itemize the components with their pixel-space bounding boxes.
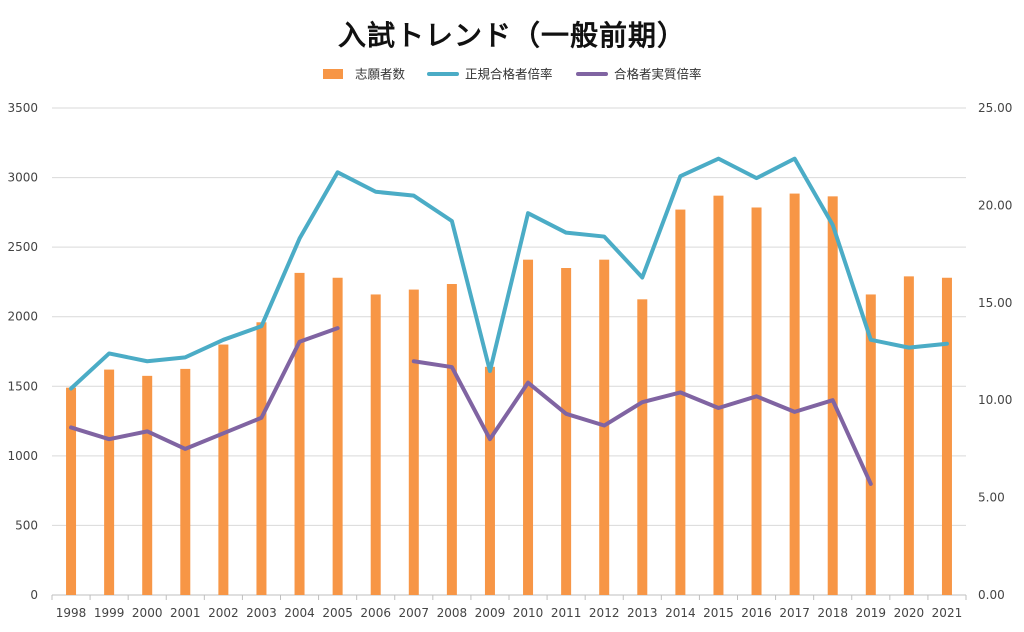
y-left-tick-label: 2000 — [7, 310, 38, 324]
bar — [561, 268, 572, 595]
y-right-tick-label: 10.00 — [978, 393, 1012, 407]
x-tick-label: 2007 — [399, 606, 430, 620]
x-tick-label: 2021 — [932, 606, 963, 620]
x-tick-label: 2010 — [513, 606, 544, 620]
bar — [218, 344, 229, 595]
x-tick-label: 2020 — [894, 606, 925, 620]
series-line — [69, 156, 949, 391]
x-tick-label: 2017 — [779, 606, 810, 620]
y-left-axis: 0 500 1000 1500 2000 2500 3000 3500 — [7, 101, 38, 602]
line-series-2 — [69, 326, 873, 486]
legend-label: 正規合格者倍率 — [465, 67, 553, 82]
y-left-tick-label: 1000 — [7, 449, 38, 463]
bar — [523, 259, 534, 595]
chart-title: 入試トレンド（一般前期） — [337, 19, 686, 52]
x-tick-label: 2006 — [360, 606, 391, 620]
bar — [408, 289, 419, 595]
x-tick-label: 2018 — [817, 606, 848, 620]
x-tick-label: 1998 — [56, 606, 87, 620]
x-tick-label: 2000 — [132, 606, 163, 620]
y-left-tick-label: 3500 — [7, 101, 38, 115]
x-tick-label: 2015 — [703, 606, 734, 620]
bar — [637, 299, 648, 595]
bar — [142, 375, 153, 595]
y-right-tick-label: 25.00 — [978, 101, 1012, 115]
x-tick-label: 2001 — [170, 606, 201, 620]
bar — [332, 277, 343, 595]
bar — [675, 209, 686, 595]
legend-swatch — [323, 69, 343, 79]
y-right-axis: 0.00 5.00 10.00 15.00 20.00 25.00 — [978, 101, 1012, 602]
y-right-tick-label: 5.00 — [978, 491, 1005, 505]
bar — [941, 277, 952, 595]
legend-item: 正規合格者倍率 — [427, 67, 553, 82]
series-line — [411, 359, 873, 486]
legend-label: 志願者数 — [355, 67, 406, 82]
x-tick-label: 2009 — [475, 606, 506, 620]
bar — [370, 294, 381, 595]
bar — [865, 294, 876, 595]
legend-item: 合格者実質倍率 — [576, 67, 702, 82]
x-tick-label: 2002 — [208, 606, 239, 620]
series-line — [69, 326, 340, 451]
x-tick-label: 2013 — [627, 606, 658, 620]
bar — [751, 207, 762, 596]
x-tick-label: 2005 — [322, 606, 353, 620]
bar — [256, 322, 267, 595]
x-tick-label: 2012 — [589, 606, 620, 620]
bar — [180, 368, 191, 595]
x-tick-label: 1999 — [94, 606, 125, 620]
bar — [789, 193, 800, 595]
bar — [104, 369, 115, 595]
legend: 志願者数 正規合格者倍率 合格者実質倍率 — [323, 67, 702, 82]
x-axis: 1998 1999 2000 2001 2002 2003 2004 2005 2006 2007… — [51, 594, 967, 620]
line-series-1 — [69, 156, 949, 391]
x-tick-label: 2019 — [856, 606, 887, 620]
y-left-tick-label: 500 — [15, 518, 38, 532]
bar — [446, 284, 457, 595]
bar — [713, 195, 724, 595]
y-left-tick-label: 2500 — [7, 240, 38, 254]
bar — [827, 196, 838, 595]
bar — [294, 272, 305, 595]
y-right-tick-label: 20.00 — [978, 198, 1012, 212]
bar-series — [66, 193, 952, 596]
x-tick-label: 2011 — [551, 606, 582, 620]
x-tick-label: 2008 — [437, 606, 468, 620]
x-tick-label: 2014 — [665, 606, 696, 620]
y-right-tick-label: 15.00 — [978, 296, 1012, 310]
x-tick-label: 2004 — [284, 606, 315, 620]
bar — [484, 366, 495, 595]
y-left-tick-label: 3000 — [7, 171, 38, 185]
y-left-tick-label: 1500 — [7, 379, 38, 393]
legend-label: 合格者実質倍率 — [614, 67, 702, 82]
y-right-tick-label: 0.00 — [978, 588, 1005, 602]
bar — [66, 387, 77, 595]
y-left-tick-label: 0 — [30, 588, 38, 602]
legend-item: 志願者数 — [323, 67, 406, 82]
bar — [903, 276, 914, 595]
x-tick-label: 2016 — [741, 606, 772, 620]
x-tick-label: 2003 — [246, 606, 277, 620]
